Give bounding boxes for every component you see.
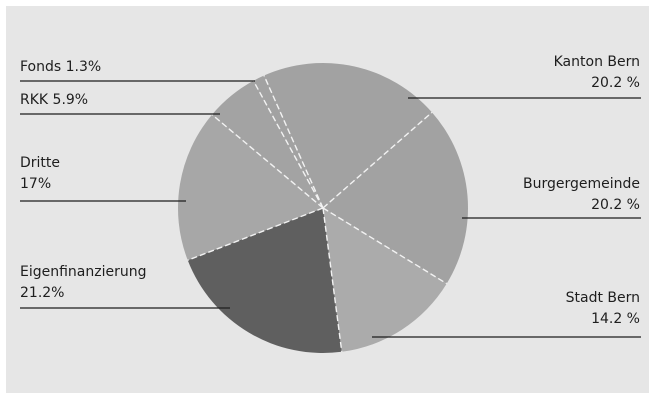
pie-slice-kanton-bern <box>264 63 432 208</box>
label-dritte-name: Dritte <box>20 155 61 171</box>
label-rkk-name: RKK <box>20 92 49 108</box>
label-rkk-text: RKK 5.9% <box>20 90 88 111</box>
pie-slice-eigenfinanzierung <box>187 208 342 354</box>
pie-slice-dritte <box>177 114 323 261</box>
label-burgergemeinde-name: Burgergemeinde <box>522 176 640 192</box>
label-burgergemeinde: Burgergemeinde 20.2 % <box>523 174 640 216</box>
label-kanton-bern-name: Kanton Bern <box>553 54 640 70</box>
label-eigenfinanzierung-value: 21.2% <box>20 285 65 301</box>
slice-divider <box>322 207 448 285</box>
label-dritte: Dritte 17% <box>20 153 60 195</box>
label-eigenfinanzierung-name: Eigenfinanzierung <box>20 264 147 280</box>
label-burgergemeinde-value: 20.2 % <box>591 197 640 213</box>
slice-divider <box>252 80 324 209</box>
label-fonds-name: Fonds <box>20 59 62 75</box>
label-rkk: RKK 5.9% <box>20 90 88 111</box>
slice-divider <box>322 111 433 209</box>
label-stadt-bern: Stadt Bern 14.2 % <box>566 288 640 330</box>
label-fonds-value: 1.3% <box>65 59 102 75</box>
slice-divider <box>211 114 324 209</box>
slice-divider <box>322 207 343 352</box>
label-fonds: Fonds 1.3% <box>20 57 101 78</box>
label-stadt-bern-value: 14.2 % <box>591 311 640 327</box>
label-fonds-text: Fonds 1.3% <box>20 57 101 78</box>
slice-divider <box>263 75 324 209</box>
label-rkk-value: 5.9% <box>52 92 89 108</box>
pie-slice-rkk <box>212 80 323 208</box>
pie-slice-burgergemeinde <box>323 112 468 284</box>
label-stadt-bern-name: Stadt Bern <box>565 290 640 306</box>
label-kanton-bern: Kanton Bern 20.2 % <box>554 52 640 94</box>
pie-slice-stadt-bern <box>323 208 447 352</box>
label-kanton-bern-value: 20.2 % <box>591 75 640 91</box>
label-dritte-value: 17% <box>20 176 52 192</box>
label-eigenfinanzierung: Eigenfinanzierung 21.2% <box>20 262 147 304</box>
slice-divider <box>187 207 324 261</box>
